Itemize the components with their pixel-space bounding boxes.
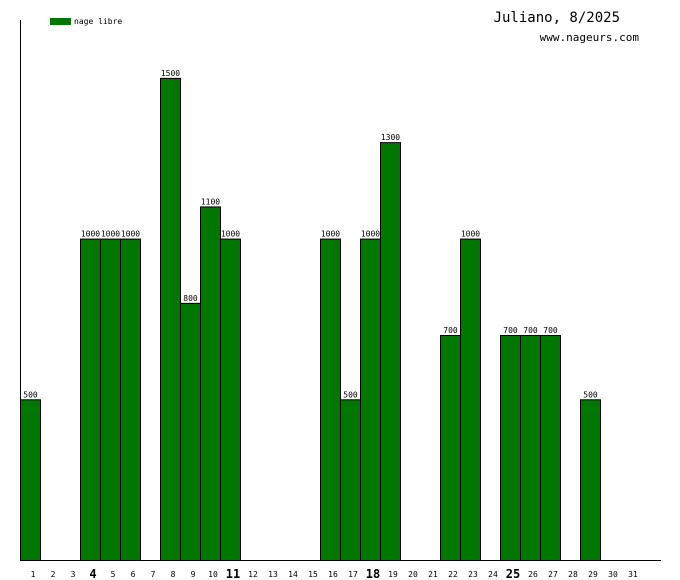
bar bbox=[120, 238, 141, 561]
x-tick-label: 18 bbox=[366, 567, 380, 580]
x-tick-label: 3 bbox=[71, 570, 76, 579]
bar bbox=[80, 238, 101, 561]
x-tick-label: 5 bbox=[111, 570, 116, 579]
bar bbox=[540, 335, 561, 561]
chart-subtitle: www.nageurs.com bbox=[539, 31, 639, 44]
bar-value-label: 500 bbox=[23, 390, 38, 399]
x-tick-label: 2 bbox=[51, 570, 56, 579]
x-tick-label: 12 bbox=[248, 570, 258, 579]
x-tick-label: 7 bbox=[151, 570, 156, 579]
x-tick-label: 17 bbox=[348, 570, 358, 579]
legend-swatch bbox=[50, 18, 71, 25]
bar-value-label: 1000 bbox=[321, 230, 340, 239]
bar-value-label: 1000 bbox=[221, 230, 240, 239]
bar-value-label: 500 bbox=[583, 390, 598, 399]
x-tick-label: 1 bbox=[31, 570, 36, 579]
bar-value-label: 500 bbox=[343, 390, 358, 399]
bar bbox=[520, 335, 541, 561]
bar bbox=[580, 399, 601, 561]
bar-value-label: 1300 bbox=[381, 133, 400, 142]
x-tick-label: 14 bbox=[288, 570, 298, 579]
x-tick-label: 29 bbox=[588, 570, 598, 579]
x-tick-label: 20 bbox=[408, 570, 418, 579]
x-tick-label: 30 bbox=[608, 570, 618, 579]
bar bbox=[360, 238, 381, 561]
bar bbox=[340, 399, 361, 561]
legend: nage libre bbox=[50, 17, 122, 26]
bar-value-label: 1500 bbox=[161, 69, 180, 78]
legend-label: nage libre bbox=[74, 17, 123, 26]
bar-value-label: 1100 bbox=[201, 197, 220, 206]
x-tick-label: 15 bbox=[308, 570, 318, 579]
x-tick-label: 25 bbox=[506, 567, 520, 580]
x-tick-label: 26 bbox=[528, 570, 538, 579]
bar-value-label: 700 bbox=[523, 326, 538, 335]
bar bbox=[220, 238, 241, 561]
x-tick-label: 19 bbox=[388, 570, 398, 579]
bar bbox=[20, 399, 41, 561]
x-tick-label: 11 bbox=[226, 567, 240, 580]
bar-value-label: 1000 bbox=[361, 230, 380, 239]
x-tick-label: 4 bbox=[89, 567, 96, 580]
x-tick-label: 23 bbox=[468, 570, 478, 579]
x-tick-label: 24 bbox=[488, 570, 498, 579]
bar-value-label: 700 bbox=[503, 326, 518, 335]
bar-value-label: 1000 bbox=[101, 230, 120, 239]
x-tick-label: 9 bbox=[191, 570, 196, 579]
bar-value-label: 1000 bbox=[81, 230, 100, 239]
x-tick-label: 21 bbox=[428, 570, 438, 579]
bar bbox=[460, 238, 481, 561]
bar-value-label: 1000 bbox=[461, 230, 480, 239]
x-tick-label: 22 bbox=[448, 570, 458, 579]
bar bbox=[380, 142, 401, 561]
chart-title: Juliano, 8/2025 bbox=[493, 10, 620, 26]
x-tick-label: 28 bbox=[568, 570, 578, 579]
bar bbox=[440, 335, 461, 561]
x-tick-label: 13 bbox=[268, 570, 278, 579]
bar-value-label: 800 bbox=[183, 294, 198, 303]
x-tick-label: 27 bbox=[548, 570, 558, 579]
x-tick-label: 16 bbox=[328, 570, 338, 579]
x-tick-label: 6 bbox=[131, 570, 136, 579]
bar-value-label: 700 bbox=[443, 326, 458, 335]
x-tick-label: 31 bbox=[628, 570, 638, 579]
bar bbox=[160, 77, 181, 561]
bar bbox=[180, 302, 201, 561]
bar bbox=[200, 206, 221, 562]
bar-value-label: 1000 bbox=[121, 230, 140, 239]
bar bbox=[100, 238, 121, 561]
bar bbox=[500, 335, 521, 561]
x-tick-label: 8 bbox=[171, 570, 176, 579]
bar-value-label: 700 bbox=[543, 326, 558, 335]
bar bbox=[320, 238, 341, 561]
x-tick-label: 10 bbox=[208, 570, 218, 579]
